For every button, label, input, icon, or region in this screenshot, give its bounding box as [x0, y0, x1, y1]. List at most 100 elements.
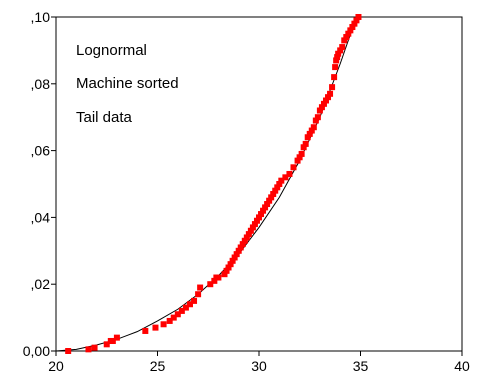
- data-point: [300, 144, 307, 151]
- data-point: [223, 267, 230, 274]
- data-point: [351, 20, 358, 27]
- data-point: [256, 214, 262, 221]
- data-point: [160, 321, 167, 328]
- annotation-sorting: Machine sorted: [76, 75, 179, 92]
- data-point: [260, 207, 267, 214]
- data-point: [231, 254, 238, 261]
- data-point: [290, 164, 297, 171]
- data-point: [170, 314, 177, 321]
- data-point: [85, 346, 92, 353]
- data-point: [239, 241, 246, 248]
- data-point: [343, 34, 350, 41]
- data-point: [65, 348, 72, 354]
- data-point: [276, 181, 283, 187]
- data-point: [353, 17, 360, 24]
- data-point: [331, 74, 338, 81]
- data-point: [329, 84, 336, 91]
- data-point: [272, 187, 279, 194]
- data-point: [258, 211, 265, 218]
- data-point: [268, 194, 275, 201]
- data-point: [225, 264, 232, 271]
- y-tick-label: ,10: [31, 9, 51, 25]
- data-point: [334, 54, 341, 61]
- data-point: [325, 94, 332, 101]
- fitted-curve: [55, 16, 357, 352]
- annotation-distribution: Lognormal: [76, 42, 147, 59]
- data-point: [333, 57, 340, 64]
- data-point: [278, 177, 285, 184]
- data-point: [302, 140, 309, 147]
- y-tick-label: ,02: [31, 276, 51, 292]
- data-point: [286, 170, 293, 177]
- data-point: [178, 307, 185, 314]
- data-point: [304, 134, 311, 141]
- data-points: [65, 14, 362, 354]
- data-point: [191, 297, 198, 304]
- x-tick-label: 35: [353, 358, 369, 374]
- data-point: [341, 37, 348, 44]
- data-point: [166, 317, 173, 324]
- y-tick-label: ,08: [31, 76, 51, 92]
- data-point: [113, 334, 120, 341]
- data-point: [227, 261, 234, 268]
- data-point: [332, 64, 339, 71]
- data-point: [355, 14, 362, 20]
- data-point: [215, 274, 222, 281]
- data-point: [314, 114, 321, 121]
- data-point: [335, 50, 342, 57]
- y-axis: 0,00 ,02 ,04 ,06 ,08 ,10: [23, 9, 56, 359]
- plot-area: [55, 14, 463, 354]
- data-point: [211, 277, 218, 284]
- data-point: [270, 191, 277, 198]
- y-tick-label: ,06: [31, 143, 51, 159]
- data-point: [195, 291, 202, 298]
- data-point: [182, 304, 189, 311]
- data-point: [142, 327, 149, 334]
- data-point: [251, 221, 258, 228]
- data-point: [308, 127, 315, 134]
- data-point: [253, 217, 260, 224]
- data-point: [274, 184, 281, 191]
- y-tick-label: ,04: [31, 209, 51, 225]
- data-point: [186, 301, 193, 308]
- data-point: [266, 197, 273, 204]
- data-point: [318, 104, 325, 111]
- data-point: [310, 124, 317, 131]
- data-point: [221, 271, 228, 278]
- data-point: [247, 227, 254, 234]
- data-point: [282, 174, 289, 181]
- data-point: [152, 324, 159, 331]
- data-point: [316, 107, 323, 114]
- x-tick-label: 20: [48, 358, 64, 374]
- data-point: [322, 97, 329, 104]
- x-tick-label: 25: [150, 358, 166, 374]
- x-tick-label: 40: [454, 358, 470, 374]
- data-point: [243, 234, 250, 241]
- annotation-subset: Tail data: [76, 109, 133, 126]
- data-point: [207, 281, 214, 288]
- data-point: [262, 204, 269, 211]
- data-point: [264, 201, 271, 208]
- data-point: [349, 24, 356, 31]
- data-point: [345, 30, 352, 37]
- data-point: [91, 344, 98, 351]
- data-point: [296, 154, 303, 161]
- data-point: [312, 117, 319, 124]
- data-point: [298, 150, 305, 157]
- data-point: [233, 251, 240, 258]
- data-point: [347, 27, 354, 34]
- data-point: [245, 231, 252, 238]
- data-point: [237, 244, 244, 251]
- data-point: [241, 237, 248, 244]
- data-point: [339, 44, 346, 51]
- data-point: [306, 130, 313, 137]
- data-point: [320, 100, 327, 107]
- data-point: [229, 257, 236, 264]
- data-point: [197, 284, 204, 291]
- data-point: [249, 224, 256, 231]
- data-point: [327, 90, 334, 97]
- data-point: [109, 337, 116, 344]
- y-tick-label: 0,00: [23, 343, 50, 359]
- data-point: [294, 157, 301, 164]
